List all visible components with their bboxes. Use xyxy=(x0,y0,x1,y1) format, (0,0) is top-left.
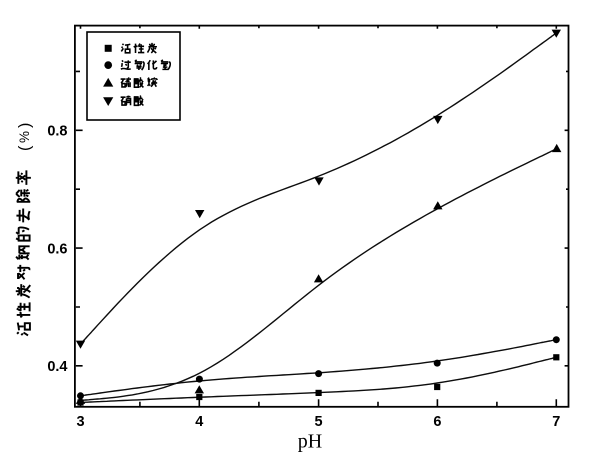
svg-text:0.6: 0.6 xyxy=(47,241,67,257)
svg-text:%: % xyxy=(17,131,32,143)
svg-text:): ) xyxy=(17,123,34,128)
svg-text:4: 4 xyxy=(195,414,203,430)
svg-text:5: 5 xyxy=(315,414,323,430)
svg-text:0.8: 0.8 xyxy=(47,124,67,140)
svg-text:pH: pH xyxy=(298,431,322,453)
svg-text:0.4: 0.4 xyxy=(47,359,67,375)
svg-text:6: 6 xyxy=(433,414,441,430)
svg-text:3: 3 xyxy=(76,414,84,430)
svg-text:7: 7 xyxy=(552,414,560,430)
svg-text:(: ( xyxy=(17,145,34,151)
